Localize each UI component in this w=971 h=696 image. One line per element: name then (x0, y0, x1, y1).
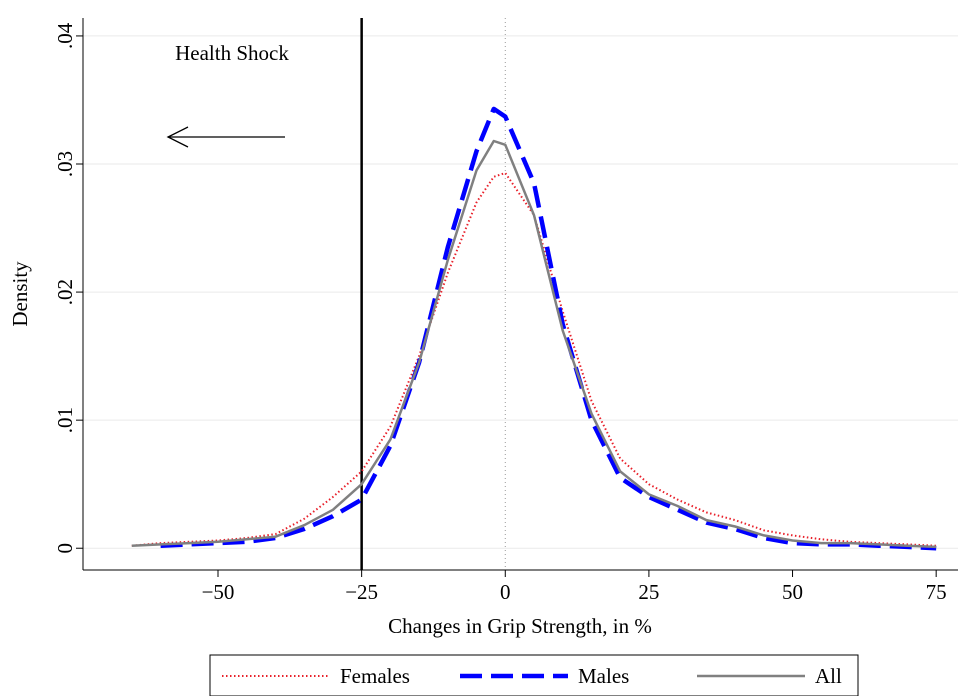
series-line (131, 172, 937, 547)
series-line (131, 139, 937, 549)
x-tick-label: −50 (202, 580, 235, 604)
x-axis-label: Changes in Grip Strength, in % (388, 614, 652, 638)
arrow (166, 126, 285, 148)
annotation: Health Shock (175, 41, 289, 65)
y-tick-label: .04 (53, 22, 77, 49)
series-line (160, 106, 937, 551)
y-tick-label: 0 (53, 543, 77, 554)
x-tick-label: 25 (638, 580, 659, 604)
y-tick-label: .02 (53, 279, 77, 305)
y-tick-label: .03 (53, 151, 77, 177)
x-tick-label: 0 (500, 580, 511, 604)
y-axis-label: Density (8, 261, 32, 327)
x-tick-label: −25 (345, 580, 378, 604)
legend-label: Males (578, 664, 629, 688)
legend-label: All (815, 664, 842, 688)
legend-label: Females (340, 664, 410, 688)
y-tick-label: .01 (53, 407, 77, 433)
x-tick-label: 50 (782, 580, 803, 604)
x-tick-label: 75 (926, 580, 947, 604)
